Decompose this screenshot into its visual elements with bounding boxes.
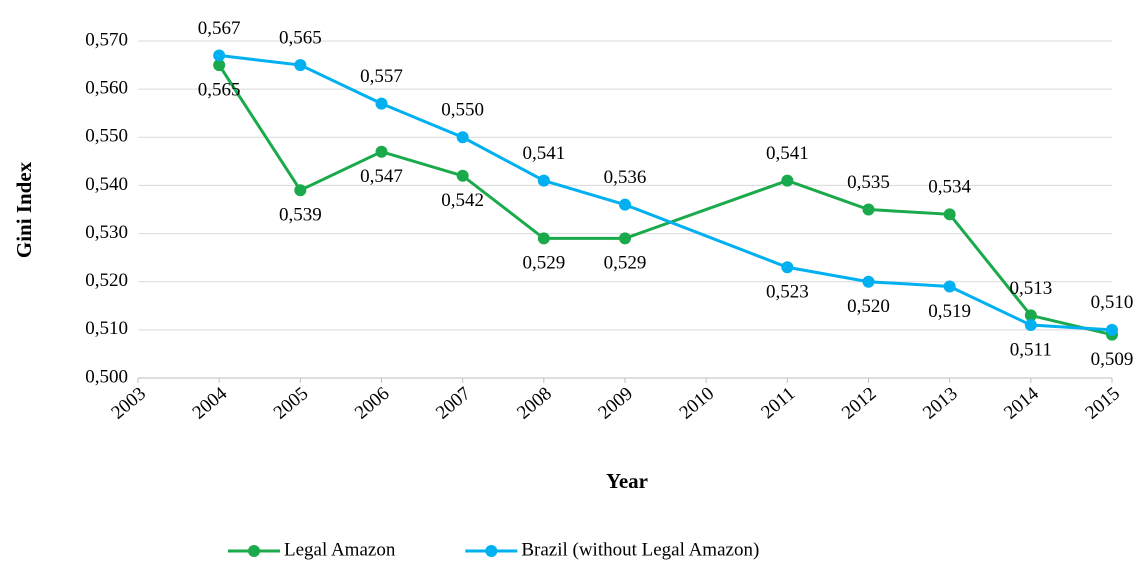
data-label: 0,539: [279, 205, 322, 226]
point: [862, 275, 875, 288]
point: [375, 145, 388, 158]
point: [456, 131, 469, 144]
point: [537, 174, 550, 187]
data-label: 0,565: [279, 27, 322, 48]
x-tick-label: 2006: [351, 383, 394, 424]
y-tick-label: 0,540: [85, 174, 128, 195]
point: [619, 198, 631, 211]
y-tick-label: 0,570: [85, 29, 128, 50]
point: [619, 232, 631, 245]
series-line: [218, 53, 1113, 332]
data-label: 0,523: [766, 282, 809, 303]
data-label: 0,547: [360, 166, 403, 187]
y-tick-label: 0,560: [85, 78, 128, 99]
data-label: 0,519: [928, 301, 971, 322]
series-line: [217, 64, 1113, 337]
point: [943, 208, 956, 221]
data-label: 0,541: [766, 143, 809, 164]
data-label: 0,509: [1091, 349, 1134, 370]
data-label: 0,511: [1010, 339, 1052, 360]
y-tick-label: 0,530: [85, 222, 128, 243]
data-label: 0,520: [847, 296, 890, 317]
point: [375, 97, 388, 110]
data-label: 0,542: [441, 190, 484, 211]
point: [862, 203, 875, 216]
data-label: 0,534: [928, 177, 971, 198]
point: [213, 59, 226, 72]
y-tick-label: 0,550: [85, 126, 128, 147]
point: [1106, 323, 1118, 336]
point: [1024, 309, 1037, 322]
point: [213, 49, 226, 62]
x-axis-title: Year: [606, 469, 648, 493]
x-tick-label: 2005: [270, 383, 313, 424]
data-label: 0,550: [441, 100, 484, 121]
data-label: 0,529: [604, 253, 647, 274]
x-tick-label: 2008: [513, 383, 556, 424]
data-label: 0,567: [198, 18, 241, 39]
point: [781, 174, 794, 187]
data-label: 0,565: [198, 79, 241, 100]
y-axis-title: Gini Index: [12, 161, 36, 258]
data-label: 0,529: [522, 253, 565, 274]
x-tick-label: 2010: [676, 383, 719, 424]
x-tick-label: 2014: [1000, 383, 1043, 424]
x-tick-label: 2004: [189, 383, 232, 424]
point: [781, 261, 794, 274]
legend-label: Legal Amazon: [284, 539, 396, 560]
x-tick-label: 2013: [919, 383, 962, 424]
data-label: 0,557: [360, 66, 403, 87]
point: [1024, 319, 1037, 332]
data-label: 0,536: [604, 167, 647, 188]
data-label: 0,541: [522, 143, 565, 164]
x-tick-label: 2003: [107, 383, 150, 424]
legend-label: Brazil (without Legal Amazon): [521, 539, 759, 560]
legend-marker: [248, 545, 260, 557]
point: [456, 169, 469, 182]
x-tick-label: 2015: [1081, 383, 1124, 424]
point: [537, 232, 550, 245]
point: [943, 280, 956, 293]
x-tick-label: 2007: [432, 383, 475, 424]
data-label: 0,510: [1091, 292, 1134, 313]
y-tick-label: 0,510: [85, 318, 128, 339]
x-tick-label: 2012: [838, 383, 881, 424]
point: [294, 184, 307, 197]
data-label: 0,535: [847, 172, 890, 193]
data-label: 0,513: [1009, 278, 1052, 299]
y-tick-label: 0,520: [85, 270, 128, 291]
legend-marker: [485, 545, 498, 557]
y-tick-label: 0,500: [85, 366, 128, 387]
x-tick-label: 2009: [594, 383, 637, 424]
point: [294, 59, 307, 72]
x-tick-label: 2011: [757, 383, 799, 423]
